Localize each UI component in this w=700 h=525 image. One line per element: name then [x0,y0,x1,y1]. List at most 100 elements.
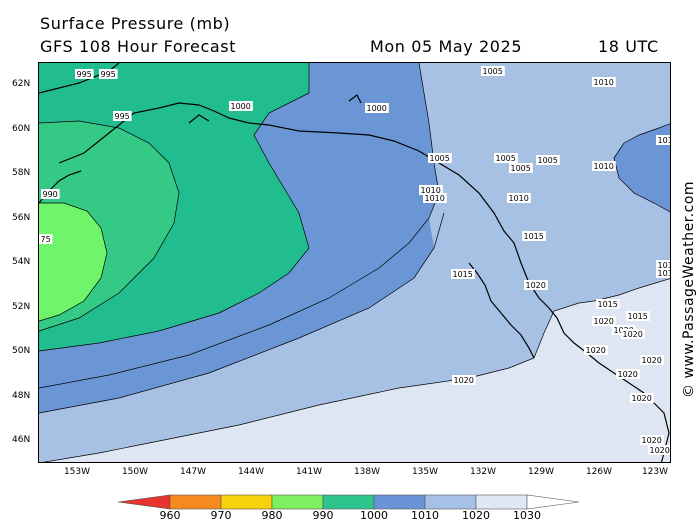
isobar-label-bg [536,155,560,165]
isobar-label-bg [229,101,253,111]
lat-label: 50N [12,346,31,356]
pressure-map: 995 995 995 990 75 1000 1000 1005 1005 1005 1005 10… [38,62,671,463]
pressure-colorbar [118,494,580,510]
isobar-label-bg [592,316,616,326]
forecast-date: Mon 05 May 2025 [370,37,523,56]
isobar-label-bg [621,329,645,339]
isobar-label: 1020 [642,356,662,365]
isobar-label: 1000 [367,104,387,113]
isobar-label: 1010 [594,162,614,171]
map-title: Surface Pressure (mb) [40,14,231,33]
isobar-label: 101 [658,261,672,270]
isobar-label: 995 [101,70,116,79]
lon-label: 147W [179,467,207,477]
isobar-label: 990 [43,190,58,199]
isobar-label-bg [423,193,447,203]
coastline [39,63,670,462]
isobar-label: 1005 [496,154,516,163]
isobar-label: 1020 [618,370,638,379]
isobar-label: 1020 [650,446,670,455]
isobar-label: 1020 [623,330,643,339]
isobar-label-bg [524,280,548,290]
isobar-label-bg [75,69,94,79]
isobar-label-bg [451,269,475,279]
lon-label: 123W [641,467,669,477]
lat-label: 60N [12,124,31,134]
lon-label: 135W [411,467,439,477]
isobar-label: 1010 [509,194,529,203]
isobar-label: 1000 [231,102,251,111]
isobar-label-bg [522,231,546,241]
isobar-label-bg [656,260,670,270]
credit-watermark: © www.PassageWeather.com [681,181,697,398]
isobar-label-bg [640,435,664,445]
colorbar-label: 1000 [360,509,388,522]
lon-label: 132W [469,467,497,477]
lon-label: 153W [63,467,91,477]
colorbar-segment [526,494,580,510]
colorbar-segment [424,494,477,510]
isobar-label: 1005 [483,67,503,76]
isobar-label-bg [41,189,60,199]
colorbar-segment [271,494,324,510]
lon-label: 150W [121,467,149,477]
lon-label: 141W [295,467,323,477]
isobar-label: 1010 [594,78,614,87]
isobar-label: 1015 [658,269,672,278]
isobar-label: 1015 [524,232,544,241]
colorbar-label: 1030 [513,509,541,522]
isobar-label-bg [419,185,443,195]
colorbar-label: 960 [159,509,181,522]
isobar-label-bg [584,345,608,355]
colorbar-segment [373,494,426,510]
isobar-label-bg [481,66,505,76]
isobar-label: 1020 [632,394,652,403]
isobar-label-bg [365,103,389,113]
lat-label: 52N [12,302,31,312]
isobar-label-bg [99,69,118,79]
lat-label: 54N [12,257,31,267]
isobar-label-bg [507,193,531,203]
isobar-label-bg [428,153,452,163]
isobar-label-bg [452,375,476,385]
isobar-label: 1010 [421,186,441,195]
colorbar-label: 990 [312,509,334,522]
colorbar-label: 980 [261,509,283,522]
isobar-label-bg [592,77,616,87]
isobar-label-bg [592,161,616,171]
isobar-label: 1020 [594,317,614,326]
lon-label: 138W [353,467,381,477]
lat-label: 58N [12,168,31,178]
isobar-label-bg [630,393,654,403]
isobar-label: 1005 [538,156,558,165]
isobar-label-bg [626,311,650,321]
isobar-label: 1005 [511,164,531,173]
isobar-label-bg [596,299,620,309]
isobar-label-bg [494,153,518,163]
colorbar-label: 970 [210,509,232,522]
isobar-label-bg [616,369,640,379]
lon-label: 129W [527,467,555,477]
isobar-label: 995 [77,70,92,79]
colorbar-label: 1020 [462,509,490,522]
isobar-label: 995 [115,112,130,121]
isobar-label-bg [113,111,132,121]
model-run: GFS 108 Hour Forecast [40,37,237,56]
lat-label: 62N [12,79,31,89]
lat-label: 46N [12,435,31,445]
colorbar-segment [118,494,171,510]
isobar-label: 1020 [586,346,606,355]
isobar-label-bg [656,268,670,278]
isobar-label: 1020 [454,376,474,385]
isobar-label-bg [509,163,533,173]
colorbar-segment [475,494,528,510]
isobar-label: 1020 [642,436,662,445]
isobar-label: 1015 [598,300,618,309]
isobar-label: 1020 [526,281,546,290]
lat-label: 56N [12,213,31,223]
forecast-time: 18 UTC [598,37,659,56]
band-1005-southwest [39,218,434,413]
band-975 [39,203,107,321]
